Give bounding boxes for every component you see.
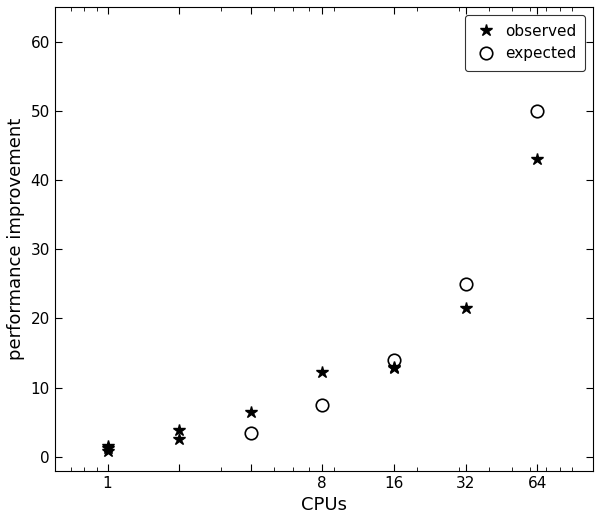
X-axis label: CPUs: CPUs (301, 496, 347, 514)
observed (104, 445, 111, 452)
Y-axis label: performance improvement: performance improvement (7, 118, 25, 360)
expected (391, 357, 398, 363)
observed (533, 156, 541, 163)
expected (247, 429, 254, 436)
Legend: observed, expected: observed, expected (465, 15, 586, 70)
expected (462, 281, 469, 287)
expected (533, 108, 541, 114)
observed (104, 443, 111, 450)
observed (247, 408, 254, 415)
expected (319, 402, 326, 408)
observed (176, 427, 183, 433)
observed (391, 364, 398, 370)
observed (391, 365, 398, 371)
Line: expected: expected (244, 105, 544, 439)
observed (176, 437, 183, 443)
observed (104, 448, 111, 454)
observed (319, 369, 326, 376)
observed (462, 305, 469, 311)
Line: observed: observed (101, 153, 544, 457)
